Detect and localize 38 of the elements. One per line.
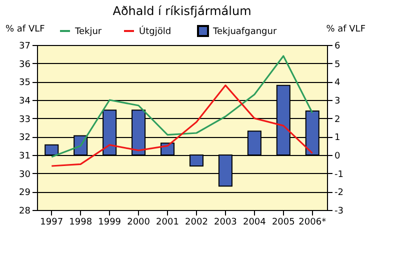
x-tick-label: 1999 [98, 218, 122, 228]
y-tick-label: 29 [19, 188, 31, 198]
y-tick-label: 35 [19, 78, 30, 88]
y2-tick-label: -1 [334, 170, 344, 180]
line-series [50, 84, 314, 167]
y2-tick-label: 2 [334, 114, 340, 125]
y2-tick-label: 3 [334, 96, 340, 106]
x-tick-label: 1997 [40, 218, 64, 228]
line-series [50, 55, 314, 158]
y2-tick-label: -2 [334, 188, 344, 198]
y2-tick-label: 0 [334, 152, 340, 162]
y-tick-label: 33 [19, 114, 30, 125]
y-axis-title: % af VLF [6, 24, 45, 34]
y2-tick-label: -3 [334, 206, 344, 216]
y-tick-label: 30 [19, 170, 31, 180]
legend-label: Útgjöld [139, 25, 172, 37]
x-tick-label: 2005 [272, 218, 295, 228]
x-tick-label: 2002 [185, 218, 208, 228]
legend-label: Tekjuafgangur [212, 27, 277, 37]
x-tick-label: 2003 [214, 218, 237, 228]
y-tick-label: 36 [19, 60, 31, 70]
y-tick-label: 28 [19, 206, 31, 216]
x-tick-label: 2006* [298, 218, 327, 228]
x-tick-label: 1998 [69, 218, 92, 228]
y-tick-label: 32 [19, 133, 30, 144]
y-tick-label: 37 [19, 42, 30, 52]
y2-tick-label: 1 [334, 133, 340, 144]
y2-axis-title: % af VLF [326, 24, 366, 34]
y2-tick-label: 4 [334, 78, 340, 88]
chart-title: Aðhald í ríkisfjármálum [112, 4, 252, 18]
x-tick-label: 2004 [242, 218, 266, 228]
y2-tick-label: 5 [334, 60, 340, 70]
y2-tick-label: 6 [334, 42, 340, 52]
x-tick-label: 2001 [156, 218, 179, 228]
y-tick-label: 31 [19, 152, 30, 162]
y-tick-label: 34 [19, 96, 31, 106]
legend-label: Tekjur [74, 27, 102, 37]
x-tick-label: 2000 [127, 218, 150, 228]
